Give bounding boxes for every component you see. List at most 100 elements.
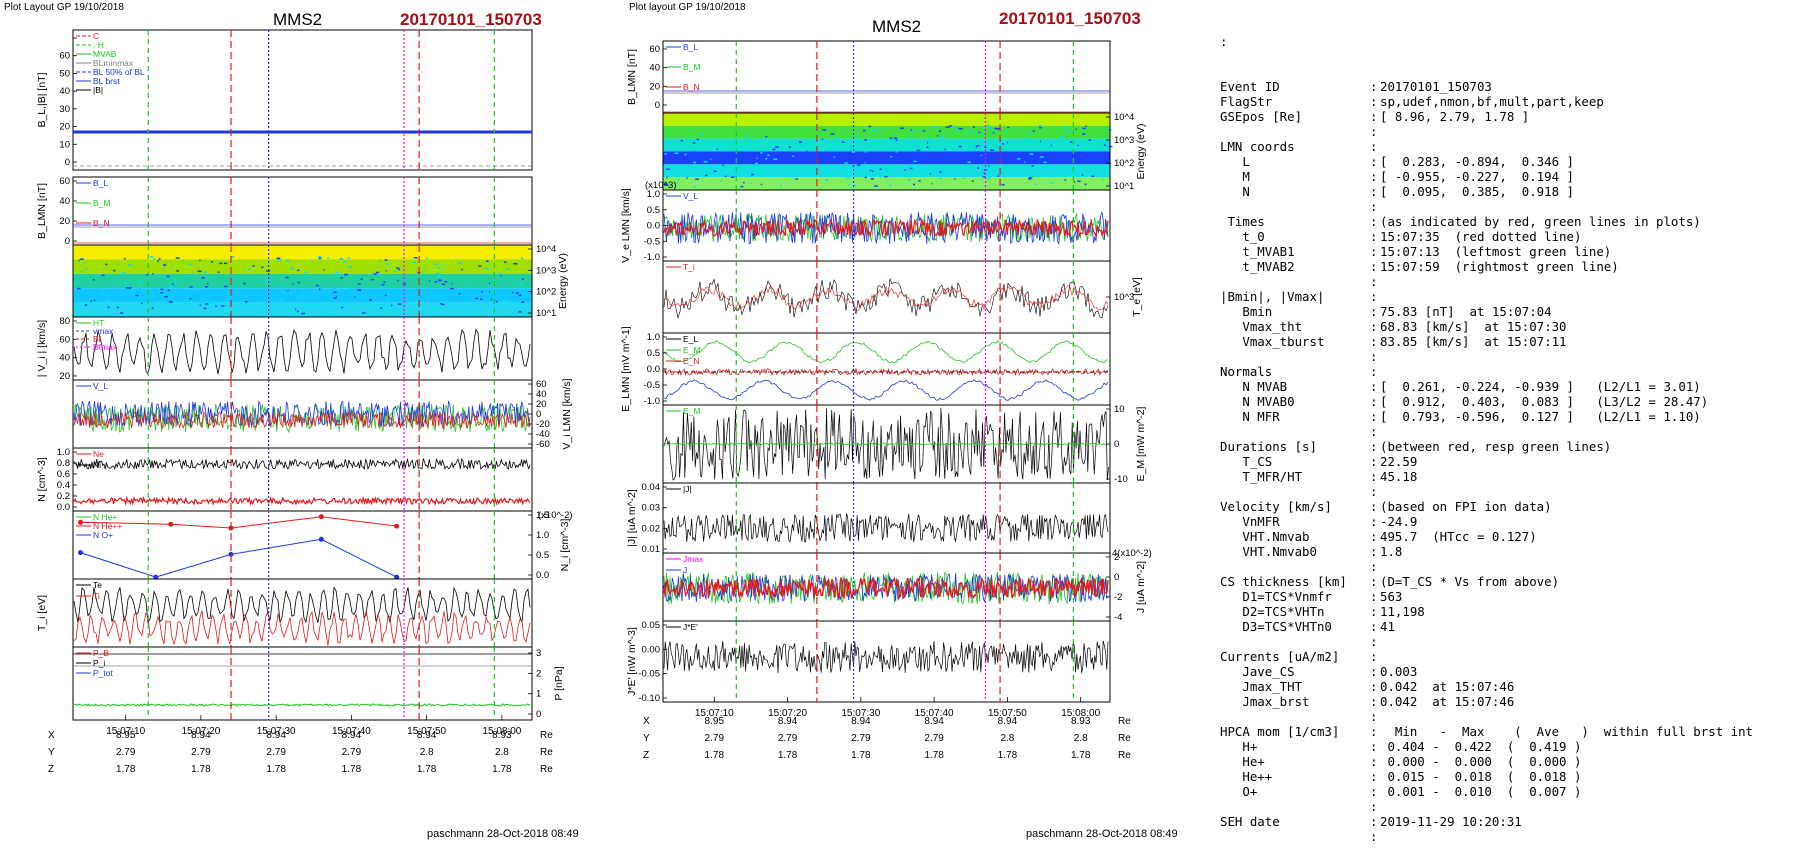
left-spectrogram-speck	[357, 283, 361, 285]
left-spectrogram-speck	[485, 298, 488, 300]
info-label: D2=TCS*VHTn	[1220, 604, 1325, 619]
left-spectrogram-speck	[398, 268, 400, 271]
left-spectrogram-speck	[247, 268, 251, 270]
left-xtick-label: 15:07:50	[407, 726, 446, 737]
left-spectrogram-speck	[267, 280, 269, 282]
left-panel-frame	[72, 176, 533, 246]
right-spectrogram-speck	[1012, 142, 1014, 144]
info-colon: :	[1370, 529, 1378, 544]
right-spectrogram-speck	[676, 142, 679, 144]
right-ytick-label: -4	[1114, 612, 1122, 623]
left-spectrogram-speck	[344, 273, 348, 276]
right-spectrogram-speck	[997, 175, 1000, 177]
right-figure: Plot layout GP 19/10/2018 MMS2 20170101_…	[620, 2, 1178, 840]
right-ylabel: |J| [uA m^-2]	[626, 489, 638, 547]
left-spectrogram-speck	[139, 280, 142, 283]
right-spectrogram-speck	[690, 156, 693, 159]
info-colon: :	[1370, 559, 1378, 574]
left-legend-label: B_L	[93, 178, 108, 188]
right-spectrogram-speck	[672, 149, 675, 151]
info-label: Durations [s]	[1220, 439, 1317, 454]
left-spectrogram-speck	[84, 268, 88, 271]
info-colon: :	[1370, 829, 1378, 844]
left-spectrogram-speck	[166, 275, 170, 278]
info-label: t_MVAB1	[1220, 244, 1295, 259]
left-series-ni	[73, 457, 531, 471]
left-point-o-plus	[394, 574, 400, 580]
info-colon: :	[1370, 754, 1378, 769]
info-value: [ 0.095, 0.385, 0.918 ]	[1380, 184, 1574, 199]
right-spectrogram-speck	[857, 135, 860, 137]
left-spectrogram-speck	[315, 284, 319, 287]
left-spectrogram-speck	[519, 282, 523, 285]
right-spectrogram-speck	[953, 125, 955, 127]
info-label: H+	[1220, 739, 1258, 754]
right-spectrogram-speck	[956, 173, 960, 176]
left-spectrogram-speck	[346, 279, 349, 282]
info-label	[1220, 484, 1370, 499]
left-layout-label: Plot Layout GP 19/10/2018	[4, 2, 124, 13]
right-spectrogram-speck	[893, 134, 895, 137]
info-colon: :	[1370, 364, 1378, 379]
left-spectrogram-speck	[297, 269, 300, 272]
left-ylabel: V_i LMN [km/s]	[561, 378, 573, 449]
info-colon: :	[1370, 499, 1378, 514]
info-row: SEH date:2019-11-29 10:20:31	[1220, 814, 1800, 829]
left-spectrogram-speck	[236, 277, 238, 279]
left-spectrogram-speck	[276, 257, 281, 260]
right-spectrogram-speck	[666, 176, 668, 179]
right-spectrogram-speck	[889, 140, 891, 142]
right-spectrogram-speck	[992, 132, 995, 134]
right-spectrogram-speck	[664, 153, 667, 155]
left-spectrogram-speck	[520, 257, 524, 260]
left-legend-label: P_tot	[93, 668, 113, 678]
left-spectrogram-speck	[383, 281, 386, 283]
left-spectrogram-speck	[197, 270, 202, 273]
info-colon: :	[1370, 349, 1378, 364]
left-spectrogram-speck	[344, 288, 348, 290]
info-row: N MVAB:[ 0.261, -0.224, -0.939 ] (L2/L1 …	[1220, 379, 1800, 394]
left-ylabel: Energy (eV)	[557, 253, 569, 309]
left-spectrogram-speck	[386, 299, 391, 302]
right-spectrogram-speck	[931, 182, 933, 185]
info-row: Currents [uA/m2]:	[1220, 649, 1800, 664]
right-spectrogram-speck	[872, 129, 876, 131]
left-spectrogram-speck	[395, 267, 400, 269]
right-spectrogram-speck	[792, 177, 795, 179]
left-spectrogram-speck	[270, 298, 275, 300]
right-spectrogram-speck	[1001, 183, 1005, 186]
right-spectrogram-band	[663, 125, 1110, 139]
right-pos-value: 2.79	[705, 733, 725, 744]
right-ytick-label: 1.0	[647, 189, 660, 200]
right-spectrogram-speck	[907, 179, 911, 181]
right-spectrogram-speck	[856, 164, 861, 166]
info-label: Jmax_brst	[1220, 694, 1310, 709]
info-value: Min - Max ( Ave ) within full brst int	[1380, 724, 1753, 739]
left-spectrogram-speck	[385, 270, 387, 272]
right-spectrogram-speck	[1016, 158, 1021, 160]
info-label: Jave_CS	[1220, 664, 1295, 679]
left-legend-label: HT	[93, 318, 104, 328]
left-spectrogram-speck	[492, 271, 494, 273]
right-ytick-label: -0.5	[644, 380, 660, 391]
right-spectrogram-speck	[926, 146, 929, 149]
left-ytick-label: 40	[59, 353, 70, 364]
info-label: Vmax_tht	[1220, 319, 1303, 334]
left-spectrogram-speck	[301, 292, 305, 294]
info-value: 0.404 - 0.422 ( 0.419 )	[1380, 739, 1582, 754]
left-spectrogram-speck	[169, 286, 174, 288]
info-row: D1=TCS*Vnmfr:563	[1220, 589, 1800, 604]
right-spectrogram-speck	[1028, 177, 1033, 179]
info-row: :	[1220, 349, 1800, 364]
left-spectrogram-speck	[204, 286, 209, 288]
right-spectrogram-speck	[967, 161, 971, 163]
left-ylabel: | V_i | [km/s]	[36, 320, 48, 377]
right-spectrogram-speck	[895, 151, 898, 153]
info-row: t_0:15:07:35 (red dotted line)	[1220, 229, 1800, 244]
left-spectrogram-speck	[438, 279, 442, 282]
info-row: Jmax_brst:0.042 at 15:07:46	[1220, 694, 1800, 709]
right-spectrogram-speck	[1024, 161, 1026, 163]
left-spectrogram-speck	[190, 300, 194, 303]
right-ytick-label: 0.02	[642, 523, 661, 534]
